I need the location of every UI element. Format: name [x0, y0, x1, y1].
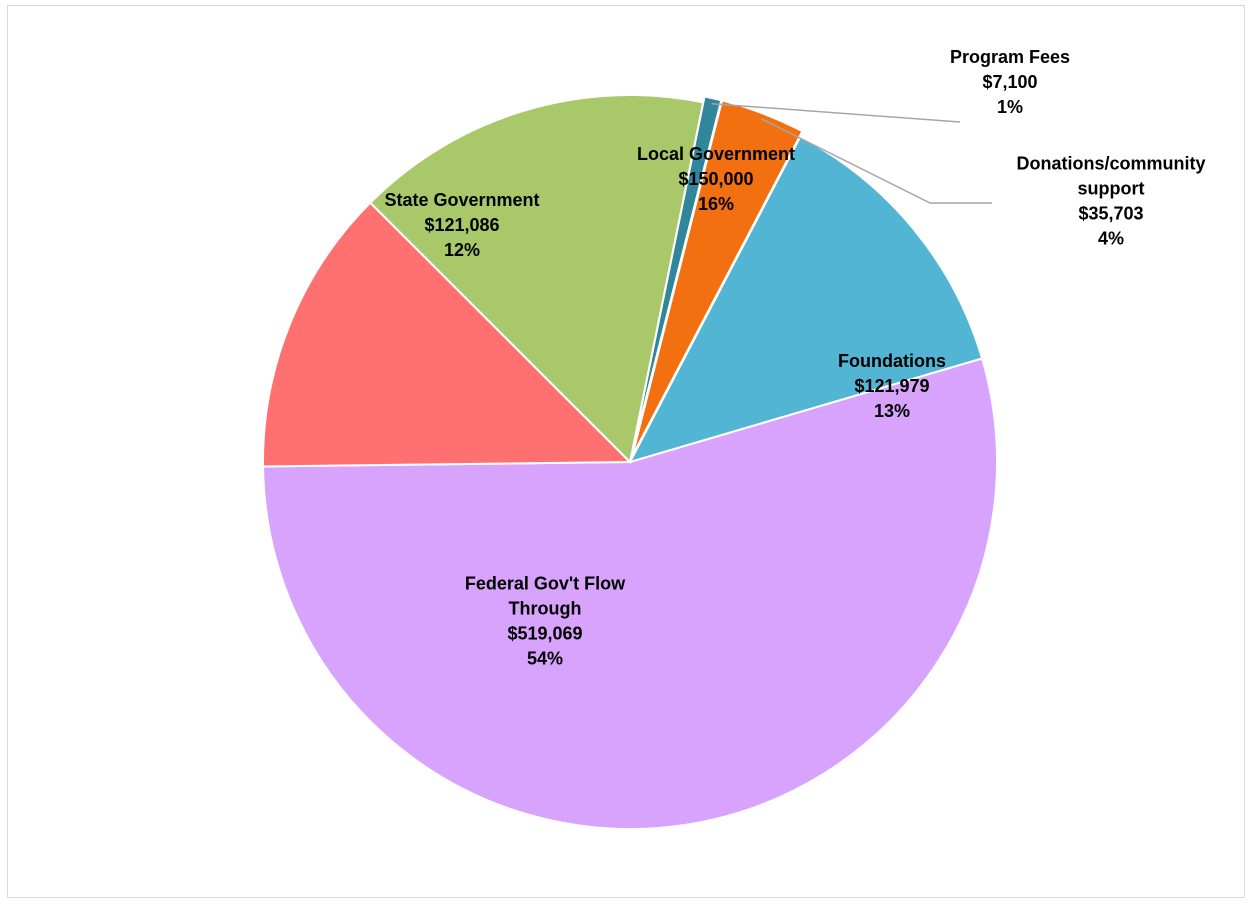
leader-line-donations-community-support	[760, 118, 992, 204]
leader-lines	[711, 102, 992, 204]
data-label-foundations: Foundations $121,979 13%	[838, 351, 946, 421]
data-label-local-government: Local Government $150,000 16%	[637, 144, 795, 214]
pie-slices	[262, 94, 998, 830]
data-label-line: Program Fees	[950, 47, 1070, 67]
pie-slice-local-government	[368, 94, 705, 465]
data-label-line: $7,100	[982, 72, 1037, 92]
leader-line-program-fees	[711, 102, 961, 123]
data-label-line: 12%	[444, 240, 480, 260]
data-label-line: $519,069	[507, 624, 582, 644]
data-label-donations-community-support: Donations/community support $35,703 4%	[1016, 154, 1205, 249]
data-label-line: Federal Gov't Flow	[465, 574, 626, 594]
data-label-line: 16%	[698, 194, 734, 214]
data-label-federal-govt-flow-through: Federal Gov't Flow Through $519,069 54%	[465, 574, 626, 669]
data-label-line: 54%	[527, 649, 563, 669]
data-label-line: $35,703	[1078, 204, 1143, 224]
data-label-program-fees: Program Fees $7,100 1%	[950, 47, 1070, 117]
data-label-line: 13%	[874, 401, 910, 421]
data-labels: Program Fees $7,100 1% Donations/community s…	[384, 47, 1205, 669]
data-label-line: $121,086	[424, 215, 499, 235]
data-label-line: Local Government	[637, 144, 795, 164]
data-label-line: Donations/community	[1016, 154, 1205, 174]
data-label-line: $150,000	[678, 169, 753, 189]
pie-slice-donations-community-support	[631, 99, 804, 457]
data-label-state-government: State Government $121,086 12%	[384, 190, 539, 260]
data-label-line: State Government	[384, 190, 539, 210]
pie-slice-state-government	[262, 201, 633, 468]
data-label-line: 1%	[997, 97, 1023, 117]
pie-slice-federal-govt-flow-through	[262, 357, 998, 830]
data-label-line: Through	[509, 599, 582, 619]
data-label-line: Foundations	[838, 351, 946, 371]
data-label-line: support	[1078, 179, 1145, 199]
data-label-line: 4%	[1098, 229, 1124, 249]
data-label-line: $121,979	[854, 376, 929, 396]
